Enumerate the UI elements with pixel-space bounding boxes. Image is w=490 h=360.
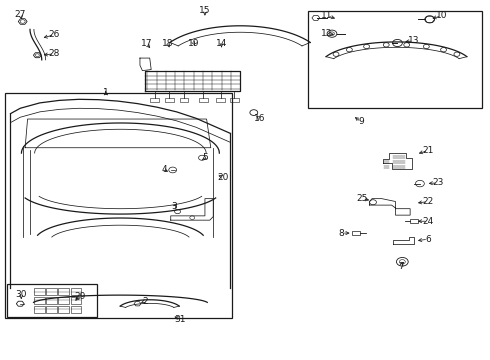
Bar [71,288,81,296]
Bar [46,288,57,296]
Text: 3: 3 [172,202,177,211]
Text: 22: 22 [422,197,434,206]
Bar [58,306,69,314]
Text: 19: 19 [188,39,199,48]
Text: 10: 10 [436,11,447,20]
Bar [6,284,97,317]
Text: 15: 15 [199,6,211,15]
Text: 23: 23 [432,178,443,187]
Bar [46,297,57,305]
Text: 26: 26 [49,30,60,39]
Bar [216,98,225,102]
Bar [34,297,45,305]
Text: 13: 13 [408,36,419,45]
Text: 6: 6 [425,235,431,244]
Text: 16: 16 [254,114,266,123]
Bar [71,306,81,314]
Text: 12: 12 [321,29,333,38]
Bar [150,98,159,102]
Text: 17: 17 [141,39,152,48]
Bar [199,98,208,102]
Text: 11: 11 [321,11,333,20]
Bar [165,98,173,102]
Bar [410,219,418,223]
Text: 18: 18 [162,39,173,48]
Text: 1: 1 [103,87,109,96]
Bar [4,93,232,318]
Bar [71,297,81,305]
Text: 24: 24 [422,217,434,226]
Bar [34,306,45,314]
Bar [308,11,483,108]
Text: 5: 5 [202,153,208,162]
Text: 30: 30 [16,290,27,299]
Text: 14: 14 [216,39,227,48]
Text: 21: 21 [422,146,434,155]
Text: 27: 27 [15,10,26,19]
Text: 2: 2 [142,297,147,306]
Text: 4: 4 [162,166,167,175]
Text: 20: 20 [218,173,229,182]
Bar [58,297,69,305]
Bar [179,98,188,102]
Bar [230,98,239,102]
Bar [58,288,69,296]
Text: 7: 7 [398,262,404,271]
Bar [46,306,57,314]
Bar [34,288,45,296]
Text: 9: 9 [358,117,364,126]
Text: 8: 8 [339,229,344,238]
Bar [352,231,360,234]
Text: 28: 28 [49,49,60,58]
Text: 25: 25 [357,194,368,203]
Text: 31: 31 [175,315,186,324]
Text: 29: 29 [74,292,86,301]
